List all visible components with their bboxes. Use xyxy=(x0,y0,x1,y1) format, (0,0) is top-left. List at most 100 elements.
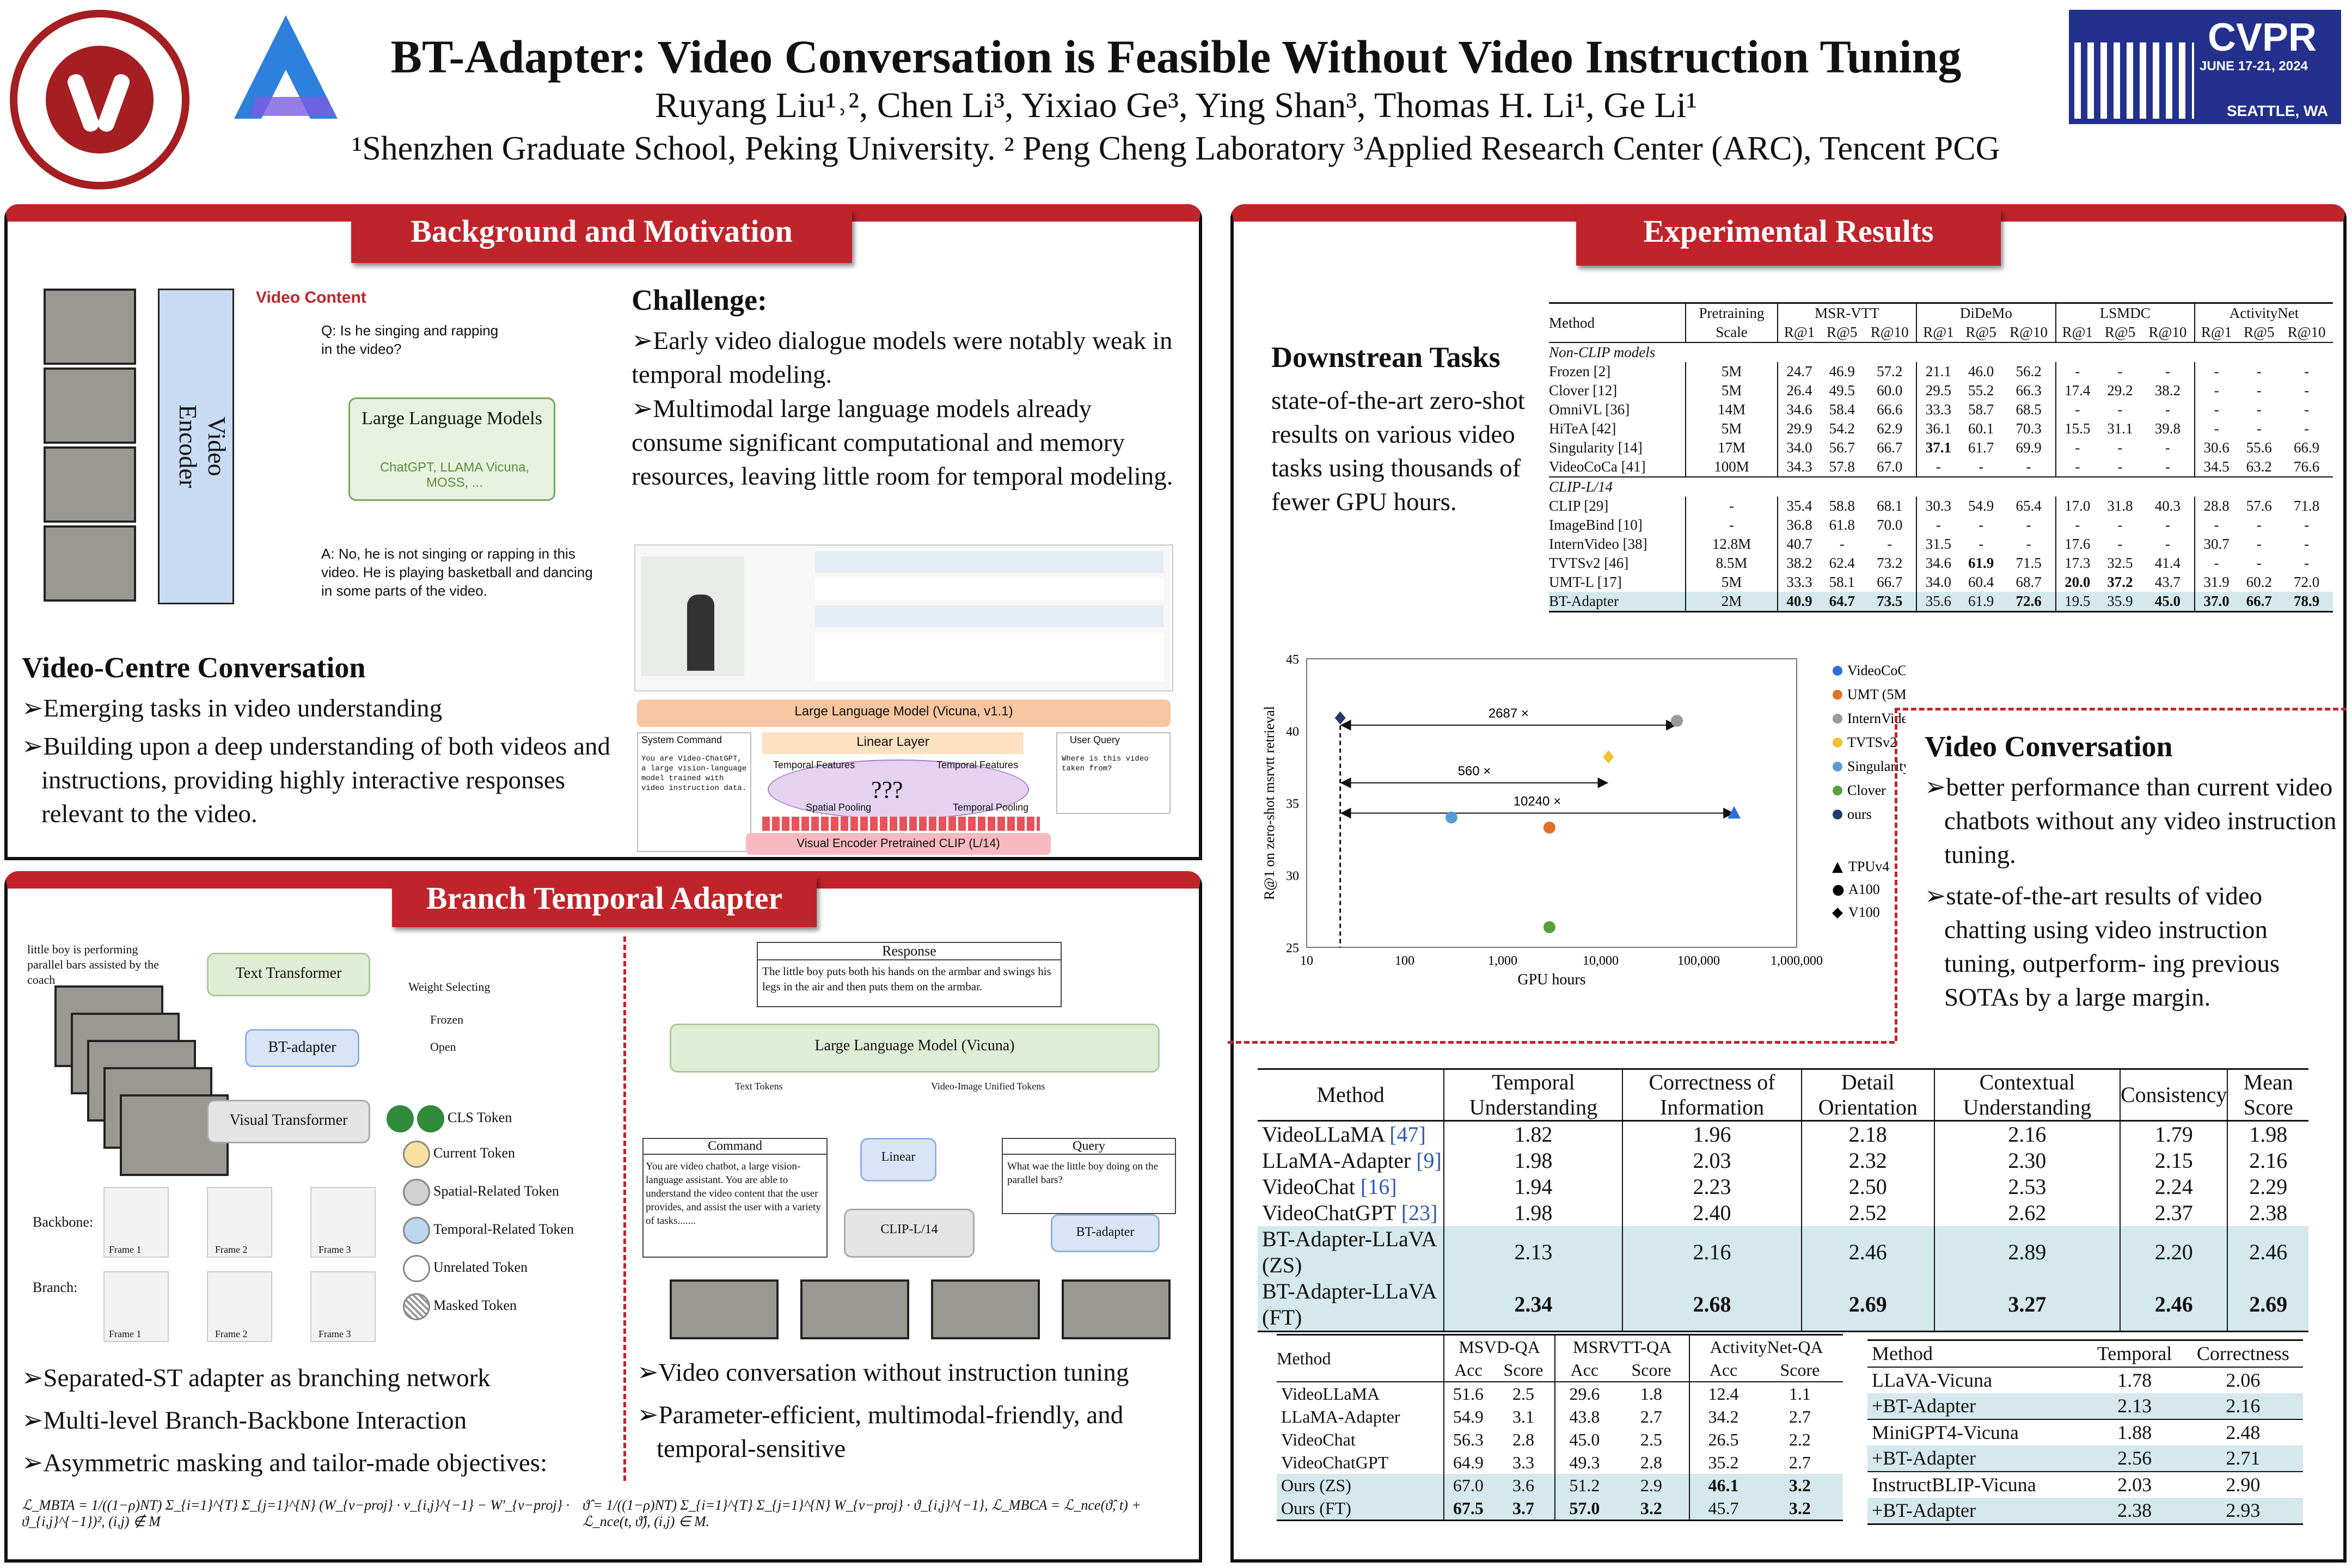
legend-marker xyxy=(1833,810,1842,819)
dashed-divider-v xyxy=(1895,708,1897,1041)
point-singularity xyxy=(1445,811,1457,824)
video-encoder-label: Video Encoder xyxy=(174,405,231,488)
table-section: Non-CLIP models xyxy=(1549,344,1656,360)
scatter-plot: 25 30 35 40 45 10 100 1,000 10,000 100,000 1,000,0… xyxy=(1261,653,1915,988)
vc-bullet-2: ➢state-of-the-art results of video chatt… xyxy=(1925,882,2280,1012)
legend-marker xyxy=(1833,690,1842,700)
videochatgpt-figure: Large Language Model (Vicuna, v1.1) Line… xyxy=(637,700,1171,857)
vcc-bullet-2: ➢Building upon a deep understanding of b… xyxy=(22,732,611,828)
plug-table: Method Temporal Correctness LLaVA-Vicuna 1.… xyxy=(1867,1339,2303,1525)
plug-header: Method xyxy=(1872,1343,1933,1364)
table-row: +BT-Adapter 2.56 2.71 xyxy=(1867,1445,2303,1472)
qa-table-wrap: Method MSVD-QA MSRVTT-QA ActivityNet-QA Acc… xyxy=(1277,1334,1843,1521)
plot-frame xyxy=(1306,658,1797,948)
metric-header: R@5 xyxy=(1827,324,1858,340)
qa-group: MSRVTT-QA xyxy=(1555,1334,1690,1358)
results-title: Experimental Results xyxy=(1576,209,2001,266)
answer-text: A: No, he is not singing or rapping in t… xyxy=(321,546,593,599)
table-row: VideoCoCa [41] 100M 34.3 57.8 67.0- - - - - -34.5… xyxy=(1549,457,2333,477)
y-tick: 25 xyxy=(1286,941,1299,955)
retrieval-table: Method Pretraining MSR-VTT DiDeMo LSMDC … xyxy=(1549,302,2333,612)
point-videococa xyxy=(1728,806,1741,819)
table-row: +BT-Adapter 2.38 2.93 xyxy=(1867,1498,2303,1524)
gpu-hours-scatter: 25 30 35 40 45 10 100 1,000 10,000 100,000 1,000,0… xyxy=(1252,642,1915,1024)
bta-bullet-3: ➢Asymmetric masking and tailor-made obje… xyxy=(22,1449,548,1477)
legend-label: ours xyxy=(1847,806,1872,822)
table-row: VideoChat [16] 1.94 2.23 2.50 2.53 2.24 2.29 xyxy=(1258,1174,2308,1200)
table-row: LLaVA-Vicuna 1.78 2.06 xyxy=(1872,1369,2261,1391)
legend-marker xyxy=(1833,762,1842,771)
point-ours xyxy=(1334,711,1346,725)
point-internvideo xyxy=(1671,714,1683,727)
x-axis-label: GPU hours xyxy=(1517,971,1585,988)
qa-group: MSVD-QA xyxy=(1443,1334,1556,1358)
table-row: Clover [12] 5M 26.4 49.5 60.0 29.5 55.2 66.3 17.… xyxy=(1549,381,2333,400)
gen-table-wrap: Method Temporal Understanding Correctness … xyxy=(1258,1068,2308,1332)
bta-right-bullet-1: ➢Video conversation without instruction … xyxy=(637,1358,1129,1387)
question-text: Q: Is he singing and rapping in the vide… xyxy=(321,322,499,357)
speedup-label: 560 × xyxy=(1458,764,1491,779)
legend-label: Singularity xyxy=(1847,758,1906,774)
legend-marker xyxy=(1833,666,1842,676)
llm-label: Large Language Models xyxy=(362,408,542,428)
challenge-heading: Challenge: xyxy=(632,284,767,316)
x-tick: 1,000 xyxy=(1488,954,1517,968)
table-row: CLIP [29] -35.4 58.8 68.1 30.3 54.9 65.4 17.0 31… xyxy=(1549,497,2333,516)
table-row: OmniVL [36] 14M 34.6 58.4 66.6 33.3 58.7 68.5- -… xyxy=(1549,400,2333,419)
table-row: TVTSv2 [46] 8.5M 38.2 62.4 73.2 34.6 61.9 71.5 1… xyxy=(1549,554,2333,573)
legend-label: TVTSv2 xyxy=(1847,734,1897,750)
metric-header: R@10 xyxy=(2002,323,2056,342)
arc-logo xyxy=(234,15,338,119)
gen-header: Temporal Understanding xyxy=(1444,1069,1624,1121)
vc-heading: Video Conversation xyxy=(1925,730,2173,763)
y-tick: 45 xyxy=(1286,653,1299,667)
plug-table-wrap: Method Temporal Correctness LLaVA-Vicuna 1.… xyxy=(1867,1339,2303,1525)
table-row: HiTeA [42] 5M 29.9 54.2 62.9 36.1 60.1 70.3 15.5… xyxy=(1549,419,2333,438)
y-tick: 40 xyxy=(1286,725,1299,739)
gen-header: Contextual Understanding xyxy=(1934,1069,2121,1121)
point-umt-5m- xyxy=(1543,822,1555,834)
affiliations: ¹Shenzhen Graduate School, Peking Univer… xyxy=(352,130,2000,167)
background-title: Background and Motivation xyxy=(351,209,852,263)
table-row: VideoLLaMA 51.6 2.5 29.6 1.8 12.4 1.1 xyxy=(1277,1382,1843,1405)
speedup-label: 10240 × xyxy=(1514,794,1561,809)
plug-header: Temporal xyxy=(2097,1343,2172,1364)
y-tick: 30 xyxy=(1286,869,1299,884)
x-tick: 100,000 xyxy=(1677,954,1720,968)
metric-header: R@10 xyxy=(2287,324,2326,340)
vcc-heading: Video-Centre Conversation xyxy=(22,651,366,684)
qa-sub: Score xyxy=(1780,1360,1820,1380)
vcc-bullet-1: ➢Emerging tasks in video understanding xyxy=(22,694,443,722)
dashed-divider-h xyxy=(1228,1041,1895,1044)
table-row: UMT-L [17] 5M 33.3 58.1 66.7 34.0 60.4 68.7 20.0… xyxy=(1549,573,2333,592)
bta-bullet-1: ➢Separated-ST adapter as branching netwo… xyxy=(22,1364,491,1392)
table-row: VideoChatGPT 64.9 3.3 49.3 2.8 35.2 2.7 xyxy=(1277,1451,1843,1474)
metric-header: R@1 xyxy=(2062,324,2093,340)
y-tick: 35 xyxy=(1286,797,1299,811)
hw-label: V100 xyxy=(1848,904,1880,920)
legend-marker xyxy=(1833,786,1842,795)
table-row: Frozen [2] 5M 24.7 46.9 57.2 21.1 46.0 56.2- - - -… xyxy=(1549,362,2333,381)
table-row: LLaMA-Adapter 54.9 3.1 43.8 2.7 34.2 2.7 xyxy=(1277,1405,1843,1428)
x-tick: 10,000 xyxy=(1583,954,1619,968)
x-tick: 1,000,000 xyxy=(1771,954,1823,968)
gen-header: Method xyxy=(1258,1069,1445,1121)
bta-title: Branch Temporal Adapter xyxy=(392,875,817,927)
video-content-label: Video Content xyxy=(256,289,366,307)
metric-header: R@5 xyxy=(2244,324,2275,340)
metric-header: R@1 xyxy=(1923,324,1954,340)
metric-header: R@5 xyxy=(2104,324,2136,340)
table-row: BT-Adapter-LLaVA (ZS) 2.13 2.16 2.46 2.89 2.2… xyxy=(1258,1226,2308,1278)
legend-marker xyxy=(1833,714,1842,724)
bta-bullet-2: ➢Multi-level Branch-Backbone Interaction xyxy=(22,1406,467,1435)
table-row: Singularity [14] 17M 34.0 56.7 66.7 37.1 61.7 6… xyxy=(1549,438,2333,457)
speedup-label: 2687 × xyxy=(1489,706,1529,721)
legend-label: InternVideo xyxy=(1847,710,1906,726)
demo-screenshot xyxy=(634,544,1173,691)
vc-bullet-1: ➢better performance than current video c… xyxy=(1925,773,2337,869)
metric-header: R@5 xyxy=(1965,324,1996,340)
hw-label: A100 xyxy=(1848,881,1880,897)
downstream-text: state-of-the-art zero-shot results on va… xyxy=(1271,387,1525,516)
poster-title: BT-Adapter: Video Conversation is Feasib… xyxy=(390,30,1962,83)
divider xyxy=(623,936,626,1481)
